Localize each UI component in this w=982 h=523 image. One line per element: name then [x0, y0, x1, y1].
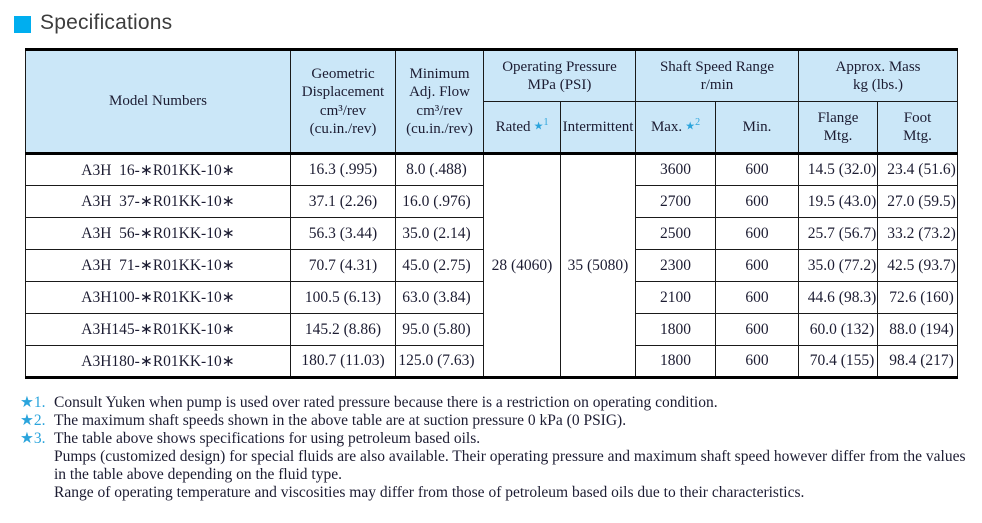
table-header: Model Numbers Geometric Displacement cm³… [25, 49, 959, 154]
mass-foot-cell: 42.5 (93.7) [877, 249, 959, 282]
footnote-marker: ★3. [20, 430, 46, 447]
speed-min-cell: 600 [714, 185, 800, 218]
displacement-cell: 56.3 (3.44) [290, 217, 396, 250]
intermittent-pressure-cell: 35 (5080) [560, 153, 636, 378]
speed-min-cell: 600 [714, 345, 800, 378]
footnote-2: ★2. The maximum shaft speeds shown in th… [20, 412, 972, 430]
mass-flange-cell: 60.0 (132) [798, 313, 879, 346]
mass-foot-cell: 27.0 (59.5) [877, 185, 959, 218]
footnote-marker: ★1. [20, 394, 46, 411]
speed-max-cell: 2100 [635, 281, 716, 314]
mass-flange-cell: 14.5 (32.0) [798, 153, 879, 186]
displacement-cell: 70.7 (4.31) [290, 249, 396, 282]
displacement-cell: 100.5 (6.13) [290, 281, 396, 314]
footnote-text: The table above shows specifications for… [54, 430, 966, 501]
model-number-cell: A3H100-∗R01KK-10∗ [25, 281, 291, 314]
table-row: A3H 71-∗R01KK-10∗ 70.7 (4.31) 45.0 (2.75… [25, 249, 959, 282]
table-body: A3H 16-∗R01KK-10∗ 16.3 (.995) 8.0 (.488)… [25, 153, 959, 378]
speed-min-cell: 600 [714, 217, 800, 250]
table-row: A3H 37-∗R01KK-10∗ 37.1 (2.26) 16.0 (.976… [25, 185, 959, 218]
col-header-model-numbers: Model Numbers [25, 49, 291, 154]
min-flow-cell: 63.0 (3.84) [395, 281, 484, 314]
table-row: A3H100-∗R01KK-10∗ 100.5 (6.13) 63.0 (3.8… [25, 281, 959, 314]
page-title: Specifications [40, 11, 173, 34]
footnote-3: ★3. The table above shows specifications… [20, 430, 972, 502]
col-group-approx-mass: Approx. Mass kg (lbs.) [798, 49, 959, 102]
table-row: A3H 16-∗R01KK-10∗ 16.3 (.995) 8.0 (.488)… [25, 153, 959, 378]
col-header-minimum-adj-flow: Minimum Adj. Flow cm³/rev (cu.in./rev) [395, 49, 484, 154]
displacement-cell: 37.1 (2.26) [290, 185, 396, 218]
footnotes: ★1. Consult Yuken when pump is used over… [20, 394, 972, 502]
min-flow-cell: 125.0 (7.63) [395, 345, 484, 378]
col-header-foot-mtg: Foot Mtg. [877, 101, 959, 154]
table-row: A3H 56-∗R01KK-10∗ 56.3 (3.44) 35.0 (2.14… [25, 217, 959, 250]
model-number-cell: A3H 37-∗R01KK-10∗ [25, 185, 291, 218]
footnote-ref-1: ★1 [533, 117, 549, 134]
mass-flange-cell: 35.0 (77.2) [798, 249, 879, 282]
footnote-text: The maximum shaft speeds shown in the ab… [54, 412, 627, 429]
mass-foot-cell: 72.6 (160) [877, 281, 959, 314]
min-flow-cell: 35.0 (2.14) [395, 217, 484, 250]
mass-flange-cell: 70.4 (155) [798, 345, 879, 378]
col-header-min: Min. [714, 101, 800, 154]
section-marker-icon [14, 15, 31, 33]
footnote-1: ★1. Consult Yuken when pump is used over… [20, 394, 972, 412]
displacement-cell: 16.3 (.995) [290, 153, 396, 186]
star-icon: ★ [685, 121, 696, 134]
table-row: A3H145-∗R01KK-10∗ 145.2 (8.86) 95.0 (5.8… [25, 313, 959, 346]
speed-max-cell: 3600 [635, 153, 716, 186]
col-group-shaft-speed-range: Shaft Speed Range r/min [634, 49, 800, 102]
min-flow-cell: 8.0 (.488) [395, 153, 484, 186]
min-flow-cell: 16.0 (.976) [395, 185, 484, 218]
footnote-text: Consult Yuken when pump is used over rat… [54, 394, 718, 411]
mass-foot-cell: 33.2 (73.2) [877, 217, 959, 250]
col-header-flange-mtg: Flange Mtg. [798, 101, 879, 154]
speed-max-cell: 2500 [635, 217, 716, 250]
min-flow-cell: 45.0 (2.75) [395, 249, 484, 282]
rated-pressure-cell: 28 (4060) [483, 153, 561, 378]
min-flow-cell: 95.0 (5.80) [395, 313, 484, 346]
displacement-cell: 145.2 (8.86) [290, 313, 396, 346]
speed-max-cell: 1800 [635, 345, 716, 378]
col-group-operating-pressure: Operating Pressure MPa (PSI) [483, 49, 636, 102]
speed-max-cell: 2300 [635, 249, 716, 282]
mass-flange-cell: 44.6 (98.3) [798, 281, 879, 314]
col-header-max: Max. ★2 [635, 101, 716, 154]
speed-max-cell: 1800 [635, 313, 716, 346]
mass-foot-cell: 98.4 (217) [877, 345, 959, 378]
model-number-cell: A3H 56-∗R01KK-10∗ [25, 217, 291, 250]
footnote-marker: ★2. [20, 412, 46, 429]
model-number-cell: A3H 71-∗R01KK-10∗ [25, 249, 291, 282]
mass-flange-cell: 25.7 (56.7) [798, 217, 879, 250]
section-header: Specifications [14, 11, 172, 35]
star-icon: ★ [533, 121, 544, 134]
model-number-cell: A3H145-∗R01KK-10∗ [25, 313, 291, 346]
specifications-table: Model Numbers Geometric Displacement cm³… [25, 48, 959, 379]
col-header-intermittent: Intermittent [560, 101, 636, 154]
col-header-rated: Rated ★1 [483, 101, 561, 154]
model-number-cell: A3H 16-∗R01KK-10∗ [25, 153, 291, 186]
speed-min-cell: 600 [714, 281, 800, 314]
footnote-ref-2: ★2 [685, 117, 701, 134]
speed-min-cell: 600 [714, 153, 800, 186]
col-header-geometric-displacement: Geometric Displacement cm³/rev (cu.in./r… [290, 49, 396, 154]
mass-foot-cell: 88.0 (194) [877, 313, 959, 346]
model-number-cell: A3H180-∗R01KK-10∗ [25, 345, 291, 378]
mass-flange-cell: 19.5 (43.0) [798, 185, 879, 218]
mass-foot-cell: 23.4 (51.6) [877, 153, 959, 186]
speed-min-cell: 600 [714, 249, 800, 282]
table-row: A3H180-∗R01KK-10∗ 180.7 (11.03) 125.0 (7… [25, 345, 959, 378]
speed-min-cell: 600 [714, 313, 800, 346]
speed-max-cell: 2700 [635, 185, 716, 218]
displacement-cell: 180.7 (11.03) [290, 345, 396, 378]
